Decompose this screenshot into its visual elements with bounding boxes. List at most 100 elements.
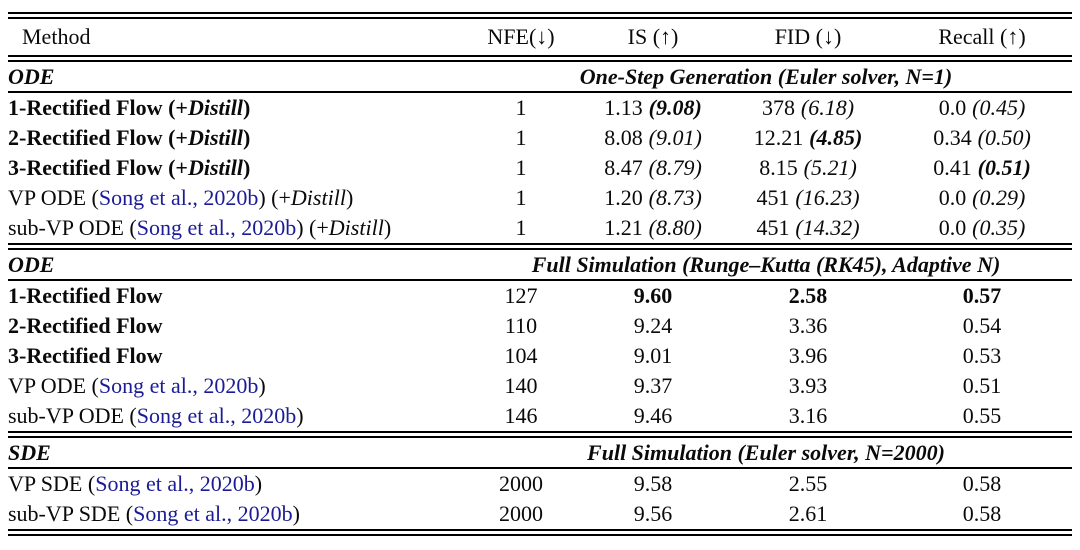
is-cell: 9.37 [633,373,673,399]
citation-link[interactable]: Song et al., 2020b [95,471,255,497]
table-row: VP ODE (Song et al., 2020b) (+Distill) 1… [8,183,1072,213]
recall-distill-value: (0.50) [977,125,1031,151]
table-row: sub-VP ODE (Song et al., 2020b) 146 9.46… [8,401,1072,435]
plus-distill-open: (+ [168,125,188,151]
fid-cell: 2.61 [788,501,828,527]
is-distill-value: (8.79) [648,155,702,181]
fid-distill-value: (6.18) [800,95,855,121]
recall-value: 0.41 [933,155,972,181]
method-cell: sub-VP SDE (Song et al., 2020b) [8,499,460,533]
col-header-is: IS (↑) [627,24,679,50]
is-cell: 9.60 [633,283,673,309]
nfe-cell: 110 [504,313,538,339]
recall-cell: 0.55 [962,403,1002,429]
paren-close: ) [258,373,266,399]
method-cell: VP ODE (Song et al., 2020b) (+Distill) [8,183,460,213]
method-cell: 2-Rectified Flow [8,311,460,341]
recall-distill-value: (0.45) [972,95,1026,121]
is-cell: 1.13 (9.08) [582,92,724,123]
paren-close: ) [296,403,304,429]
method-name: 3-Rectified Flow [8,343,163,369]
citation-link[interactable]: Song et al., 2020b [133,501,293,527]
distill-label: Distill [187,125,243,151]
method-cell: sub-VP ODE (Song et al., 2020b) [8,401,460,435]
is-cell: 1.21 (8.80) [582,213,724,247]
recall-distill-value: (0.51) [977,155,1031,181]
distill-label: Distill [187,95,243,121]
is-cell: 8.08 (9.01) [582,123,724,153]
nfe-cell: 1 [515,155,527,181]
method-mid: ) (+ [258,185,291,211]
method-name: VP ODE ( [8,373,99,399]
is-cell: 9.46 [633,403,673,429]
is-cell: 1.20 (8.73) [582,183,724,213]
recall-cell: 0.0 (0.29) [892,183,1072,213]
recall-cell: 0.41 (0.51) [892,153,1072,183]
table-row: 3-Rectified Flow (+Distill) 1 8.47 (8.79)… [8,153,1072,183]
fid-cell: 3.16 [788,403,828,429]
nfe-cell: 146 [504,403,538,429]
fid-distill-value: (16.23) [795,185,860,211]
nfe-cell: 1 [515,95,527,121]
table-row: sub-VP SDE (Song et al., 2020b) 2000 9.5… [8,499,1072,533]
recall-cell: 0.58 [962,471,1002,497]
paren-close: ) [242,155,251,181]
section-title: Full Simulation (Runge–Kutta (RK45), Ada… [531,251,1001,277]
method-name: 2-Rectified Flow [8,125,169,151]
method-cell: VP ODE (Song et al., 2020b) [8,371,460,401]
recall-cell: 0.53 [962,343,1002,369]
paren-close: ) [242,95,251,121]
fid-value: 12.21 [753,125,804,151]
recall-distill-value: (0.35) [972,215,1026,241]
fid-cell: 378 (6.18) [724,92,892,123]
recall-cell: 0.57 [962,283,1002,309]
nfe-cell: 127 [504,283,538,309]
benchmark-results-table: Method NFE(↓) IS (↑) FID (↓) Recall (↑) … [8,12,1072,536]
citation-link[interactable]: Song et al., 2020b [98,185,259,211]
section-label: SDE [8,439,51,465]
col-header-fid: FID (↓) [774,24,842,50]
is-distill-value: (9.08) [648,95,702,121]
method-cell: sub-VP ODE (Song et al., 2020b) (+Distil… [8,213,460,247]
is-cell: 8.47 (8.79) [582,153,724,183]
fid-distill-value: (5.21) [803,155,857,181]
is-cell: 9.01 [633,343,673,369]
fid-cell: 451 (16.23) [724,183,892,213]
citation-link[interactable]: Song et al., 2020b [136,215,297,241]
section-title: Full Simulation (Euler solver, N=2000) [587,439,945,465]
nfe-cell: 1 [515,215,527,241]
citation-link[interactable]: Song et al., 2020b [136,403,297,429]
fid-cell: 8.15 (5.21) [724,153,892,183]
distill-label: Distill [187,155,243,181]
nfe-cell: 1 [515,125,527,151]
is-value: 8.47 [604,155,643,181]
recall-cell: 0.58 [962,501,1002,527]
fid-value: 8.15 [759,155,798,181]
table-row: VP SDE (Song et al., 2020b) 2000 9.58 2.… [8,468,1072,499]
is-distill-value: (9.01) [648,125,702,151]
table-row: 2-Rectified Flow 110 9.24 3.36 0.54 [8,311,1072,341]
fid-cell: 12.21 (4.85) [724,123,892,153]
paren-close: ) [292,501,300,527]
table-row: VP ODE (Song et al., 2020b) 140 9.37 3.9… [8,371,1072,401]
nfe-cell: 2000 [499,471,543,497]
section-label: ODE [8,63,55,89]
method-cell: 2-Rectified Flow (+Distill) [8,123,460,153]
citation-link[interactable]: Song et al., 2020b [98,373,259,399]
method-mid: ) (+ [296,215,329,241]
method-name: 2-Rectified Flow [8,313,163,339]
nfe-cell: 1 [515,185,527,211]
fid-cell: 3.36 [788,313,828,339]
col-header-recall: Recall (↑) [938,24,1026,50]
fid-value: 451 [756,185,790,211]
section-header-row: ODE Full Simulation (Runge–Kutta (RK45),… [8,247,1072,280]
recall-value: 0.34 [933,125,972,151]
nfe-cell: 140 [504,373,538,399]
section-header-row: ODE One-Step Generation (Euler solver, N… [8,59,1072,92]
paren-close: ) [345,185,354,211]
is-value: 1.20 [604,185,643,211]
section-label: ODE [8,251,55,277]
fid-distill-value: (4.85) [809,125,863,151]
method-cell: 3-Rectified Flow [8,341,460,371]
recall-cell: 0.0 (0.35) [892,213,1072,247]
